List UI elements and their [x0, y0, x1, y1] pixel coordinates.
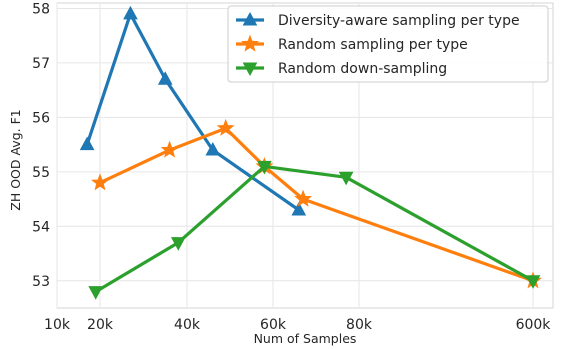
- data-point: [216, 118, 235, 136]
- y-tick-label: 53: [32, 274, 50, 290]
- y-tick-label: 57: [32, 56, 50, 72]
- y-tick-label: 58: [32, 1, 50, 17]
- legend: Diversity-aware sampling per type Random …: [227, 5, 549, 83]
- series-1: [79, 5, 307, 216]
- data-point: [91, 173, 109, 191]
- x-tick-label: 10k: [44, 317, 71, 333]
- data-point: [294, 189, 313, 207]
- data-point: [205, 142, 221, 156]
- y-tick-label: 54: [32, 219, 50, 235]
- data-point: [88, 286, 104, 300]
- legend-label: Random down-sampling: [278, 61, 447, 77]
- x-tick-label: 80k: [346, 317, 373, 333]
- legend-marker: [242, 62, 258, 77]
- x-tick-label: 20k: [87, 317, 114, 333]
- data-point: [525, 275, 541, 289]
- y-axis-label: ZH OOD Avg. F1: [8, 109, 23, 210]
- data-point: [157, 71, 173, 85]
- y-axis-ticks: 53 54 55 56 57 58: [32, 1, 50, 289]
- y-tick-label: 56: [32, 110, 50, 126]
- data-point: [338, 171, 354, 186]
- series-3: [88, 160, 541, 300]
- data-point: [257, 160, 272, 175]
- data-point: [170, 237, 186, 251]
- data-point: [291, 201, 307, 216]
- series-group: [79, 5, 542, 300]
- legend-item: Random down-sampling: [236, 61, 447, 77]
- x-tick-label: 60k: [260, 317, 287, 333]
- data-point: [123, 5, 138, 20]
- data-point: [160, 140, 179, 158]
- legend-marker: [242, 11, 258, 26]
- legend-item: Random sampling per type: [236, 34, 468, 53]
- x-axis-label: Num of Samples: [254, 331, 357, 346]
- legend-box: [227, 5, 549, 83]
- legend-marker: [241, 34, 259, 52]
- legend-label: Random sampling per type: [278, 37, 468, 53]
- legend-label: Diversity-aware sampling per type: [278, 13, 520, 29]
- x-tick-label: 600k: [516, 317, 552, 333]
- series-line: [99, 126, 534, 283]
- x-axis-ticks: 10k 20k 40k 60k 80k 600k: [44, 317, 551, 333]
- data-point: [79, 136, 95, 151]
- x-tick-label: 40k: [174, 317, 201, 333]
- legend-item: Diversity-aware sampling per type: [236, 11, 520, 29]
- y-tick-label: 55: [32, 165, 50, 181]
